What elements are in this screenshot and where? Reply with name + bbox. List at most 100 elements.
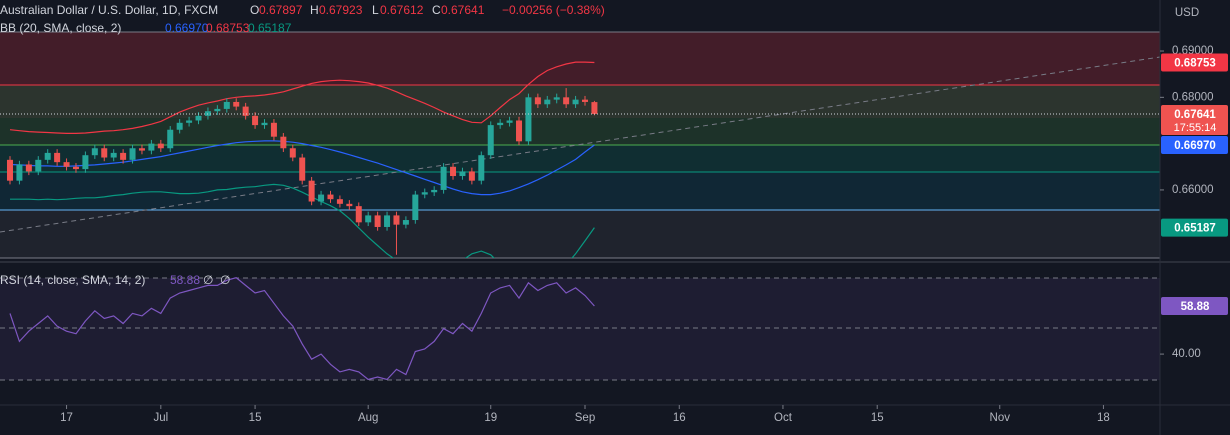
candle-body [176, 122, 183, 130]
last-price-label: 0.67641 [1174, 109, 1216, 121]
candle-body [72, 166, 79, 170]
bb-lower-label: 0.65187 [1174, 223, 1216, 235]
x-tick-label: 16 [673, 412, 686, 424]
candle-body [167, 129, 174, 149]
x-tick-label: Oct [774, 412, 793, 424]
candle-body [129, 148, 136, 160]
candle-body [365, 215, 372, 223]
ohlc-prefix: O [250, 3, 259, 17]
bb-line [9, 140, 595, 196]
candle-body [289, 148, 296, 158]
candle-body [544, 99, 551, 105]
candle-body [525, 97, 532, 142]
countdown: 17:55:14 [1174, 122, 1217, 134]
candle-body [252, 115, 259, 126]
candle-body [91, 148, 98, 156]
x-tick-label: 15 [871, 412, 884, 424]
candle-body [54, 152, 61, 163]
candle-body [270, 122, 277, 137]
candle-body [355, 206, 362, 223]
candle-body [186, 120, 193, 123]
candle-body [157, 143, 164, 149]
bb-basis-label-box [1161, 136, 1228, 155]
rsi-band [0, 278, 1160, 380]
candle-body [233, 101, 240, 107]
bb-upper-label: 0.68753 [1174, 57, 1216, 69]
candle-body [393, 215, 400, 225]
x-tick-label: 18 [1097, 412, 1110, 424]
candle-body [261, 122, 268, 126]
last-price-box [1161, 104, 1228, 135]
candle-body [431, 189, 438, 193]
candle-body [214, 108, 221, 112]
candle-body [346, 203, 353, 207]
candle-body [327, 194, 334, 200]
candle-body [459, 171, 466, 177]
candle-body [63, 162, 70, 167]
y-tick-label: 0.66000 [1172, 184, 1214, 196]
change: −0.00256 (−0.38%) [502, 3, 605, 17]
ohlc-prefix: H [310, 3, 319, 17]
indicator-title: BB (20, SMA, close, 2) [0, 21, 121, 35]
trend-line [0, 56, 1161, 233]
candle-body [242, 106, 249, 116]
zone [0, 118, 1160, 145]
candle-body [299, 157, 306, 181]
rsi-title: RSI (14, close, SMA, 14, 2) [0, 273, 145, 287]
zone [0, 145, 1160, 172]
candle-body [120, 152, 127, 160]
candle-body [195, 115, 202, 121]
currency: USD [1175, 7, 1199, 19]
candle-body [101, 148, 108, 158]
zone [0, 32, 1160, 85]
ohlc-value: 0.67923 [319, 3, 363, 17]
candle-body [450, 166, 457, 177]
candle-body [506, 120, 513, 123]
candle-body [440, 166, 447, 190]
candle-body [374, 215, 381, 227]
fib-zones [0, 31, 1161, 259]
candle-body [6, 159, 13, 181]
x-tick-label: Sep [575, 412, 595, 424]
header: Australian Dollar / U.S. Dollar, 1D, FXC… [0, 3, 1199, 287]
bb-lower-label-box [1161, 218, 1228, 237]
zone [0, 210, 1160, 258]
candle-body [148, 143, 155, 151]
candle-body [35, 159, 42, 172]
candle-body [318, 194, 325, 202]
candle-body [308, 180, 315, 202]
ohlc-value: 0.67897 [259, 3, 303, 17]
candle-body [402, 220, 409, 225]
x-tick-label: 19 [484, 412, 497, 424]
candle-body [25, 164, 32, 172]
candle-body [44, 152, 51, 160]
bb-line [9, 61, 595, 134]
candle-body [384, 215, 391, 227]
candle-body [16, 164, 23, 181]
symbol-title: Australian Dollar / U.S. Dollar, 1D, FXC… [0, 3, 218, 17]
rsi-background [0, 277, 1160, 381]
x-tick-label: Jul [153, 412, 168, 424]
x-tick-label: 17 [60, 412, 73, 424]
rsi-value-label: 58.88 [1181, 301, 1210, 313]
candle-body [478, 155, 485, 181]
zone [0, 172, 1160, 210]
rsi-legend-value: ∅ [220, 273, 230, 287]
candle-body [487, 125, 494, 156]
candle-body [336, 199, 343, 204]
candle-body [572, 99, 579, 105]
candle-body [534, 97, 541, 105]
candle-body [553, 97, 560, 100]
x-tick-label: Nov [990, 412, 1011, 424]
candle-body [468, 171, 475, 181]
rsi-value: 58.88 [170, 273, 200, 287]
candle-body [138, 148, 145, 151]
zone [0, 85, 1160, 118]
indicator-value: 0.65187 [248, 21, 292, 35]
rsi-value-box [1161, 297, 1228, 316]
candle-body [497, 122, 504, 126]
candle-body [82, 155, 89, 170]
candle-body [421, 192, 428, 195]
